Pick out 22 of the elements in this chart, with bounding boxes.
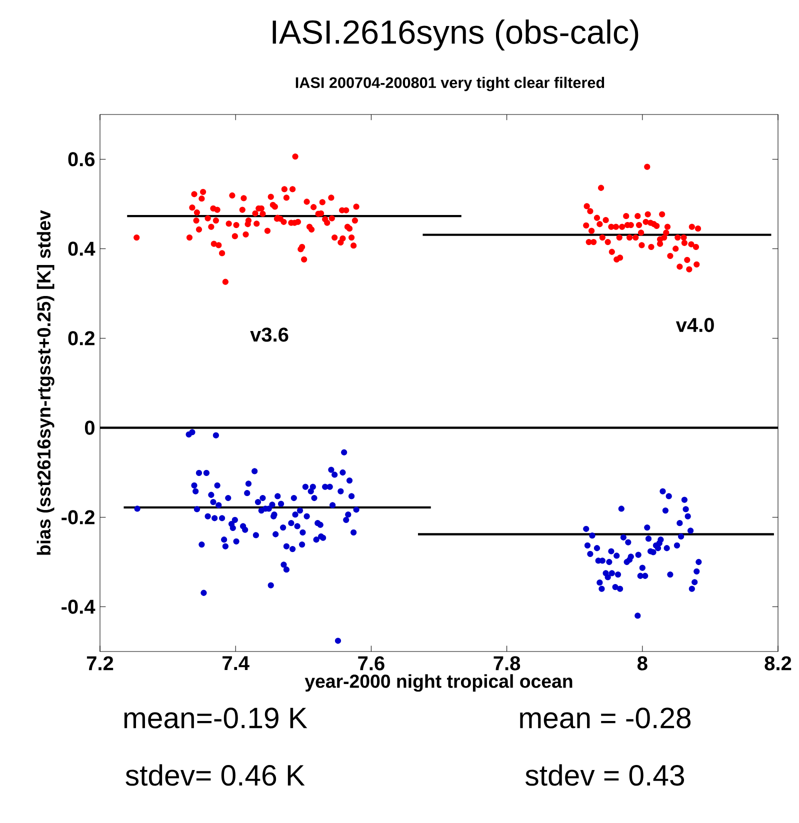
y-tick-label: 0: [84, 420, 94, 435]
chart-subtitle: IASI 200704-200801 very tight clear filtered: [296, 76, 604, 92]
annotation: v3.6: [250, 328, 288, 342]
y-tick-label: 0.2: [68, 331, 94, 346]
y-tick-label: -0.2: [62, 510, 94, 524]
text: mean = -0.28: [520, 708, 691, 728]
text: stdev = 0.43: [526, 764, 684, 786]
x-axis-title: year-2000 night tropical ocean: [304, 674, 572, 692]
x-tick-label: 7.2: [86, 656, 114, 670]
x-tick-label: 7.8: [494, 656, 520, 670]
x-tick-label: 8: [637, 656, 648, 670]
y-tick-label: 0.6: [68, 152, 95, 166]
y-tick-label: -0.4: [62, 600, 96, 614]
chart-title: IASI.2616syns (obs-calc): [272, 19, 638, 51]
x-tick-label: 8.2: [764, 656, 792, 670]
text: stdev= 0.46 K: [126, 764, 305, 786]
y-axis-title: bias (sst2616syn-rtgsst+0.25) [K] stdev: [36, 210, 54, 555]
x-tick-label: 7.6: [358, 656, 384, 670]
annotation: v4.0: [676, 318, 714, 332]
y-tick-label: 0.4: [68, 242, 96, 256]
text: mean=-0.19 K: [124, 708, 308, 728]
x-tick-label: 7.4: [222, 656, 250, 670]
